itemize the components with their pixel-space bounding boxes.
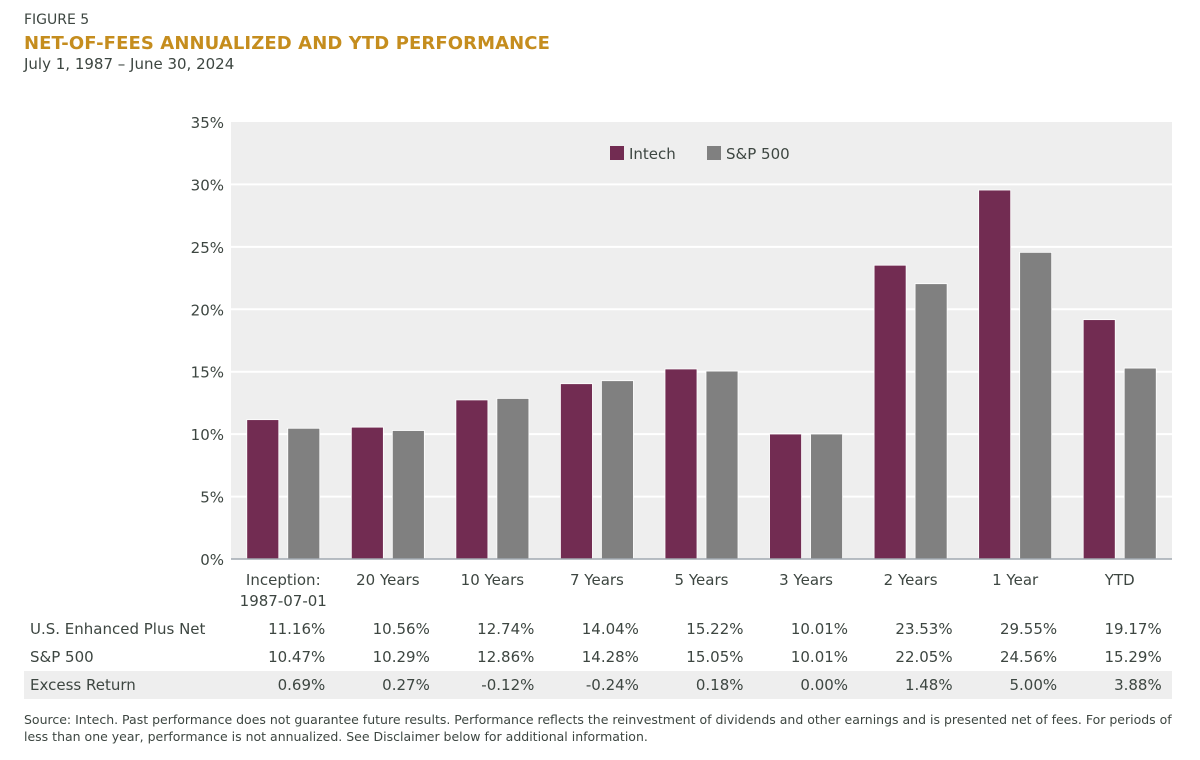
y-tick-label: 10% [191,426,224,444]
x-category-label: 1987-07-01 [240,592,327,610]
y-tick-label: 35% [191,114,224,132]
table-cell: 5.00% [1009,676,1058,694]
bar-sp500 [287,427,321,560]
bar-intech [246,419,280,560]
bar-intech [1082,319,1116,560]
table-row: U.S. Enhanced Plus Net 11.16% 10.56% 12.74%… [24,615,1172,643]
legend-swatch-intech [610,146,624,160]
x-category-label: 2 Years [884,571,938,589]
figure-label: FIGURE 5 [24,12,90,28]
bar-sp500 [810,433,843,560]
chart-title: NET-OF-FEES ANNUALIZED AND YTD PERFORMAN… [24,33,551,54]
y-tick-label: 15% [191,364,224,382]
y-axis-ticks: 0% 5% 10% 15% 20% 25% 30% 35% [191,114,224,569]
table-cell: 11.16% [268,620,326,638]
table-cell: 29.55% [999,620,1058,638]
footnote: Source: Intech. Past performance does no… [24,712,1172,744]
table-cell: -0.12% [481,676,535,694]
table-cell: 3.88% [1114,676,1162,694]
table-cell: 15.22% [686,620,744,638]
bar-chart: 0% 5% 10% 15% 20% 25% 30% 35% Inception: 1987-07… [191,114,1172,610]
row-label: S&P 500 [30,648,94,666]
plot-area [231,122,1172,559]
x-category-label: 3 Years [779,571,833,589]
bar-intech [978,189,1012,560]
table-row: Excess Return 0.69% 0.27% -0.12% -0.24% 0.18%… [24,671,1172,699]
table-cell: 1.48% [904,676,953,694]
legend-label-sp500: S&P 500 [726,145,790,163]
bar-intech [455,399,489,560]
table-cell: 0.18% [695,676,744,694]
bar-sp500 [914,283,948,560]
y-tick-label: 20% [191,301,224,319]
legend-label-intech: Intech [629,145,676,163]
table-cell: 23.53% [895,620,953,638]
table-cell: 22.05% [895,648,953,666]
bar-sp500 [391,430,425,560]
bar-sp500 [1123,367,1157,560]
table-cell: 19.17% [1104,620,1162,638]
bar-intech [664,368,698,560]
bar-intech [350,426,384,560]
table-cell: 0.00% [800,676,849,694]
table-cell: 14.04% [581,620,639,638]
x-category-label: Inception: [246,571,321,589]
y-tick-label: 0% [200,551,224,569]
x-category-label: 20 Years [356,571,420,589]
table-cell: 10.47% [268,648,326,666]
table-cell: 14.28% [581,648,639,666]
gridlines [231,183,1172,498]
bar-intech [873,264,907,560]
bars [246,189,1157,560]
y-tick-label: 25% [191,239,224,257]
table-cell: 15.29% [1104,648,1162,666]
table-cell: 0.69% [277,676,326,694]
bar-sp500 [496,398,530,560]
table-cell: 10.56% [372,620,430,638]
y-tick-label: 5% [200,489,224,507]
row-label: U.S. Enhanced Plus Net [30,620,206,638]
x-axis-labels: Inception: 1987-07-01 20 Years 10 Years 7 Ye… [240,571,1135,610]
legend-swatch-sp500 [707,146,721,160]
x-category-label: 1 Year [992,571,1039,589]
legend: Intech S&P 500 [610,145,790,163]
y-tick-label: 30% [191,176,224,194]
x-category-label: 7 Years [570,571,624,589]
x-category-label: YTD [1104,571,1135,589]
chart-subtitle: July 1, 1987 – June 30, 2024 [24,55,235,73]
table-cell: 10.29% [372,648,430,666]
table-cell: 10.01% [790,648,849,666]
row-label: Excess Return [30,676,136,694]
bar-intech [769,433,802,560]
x-category-label: 10 Years [461,571,525,589]
table-cell: 10.01% [790,620,849,638]
table-cell: 0.27% [382,676,430,694]
x-category-label: 5 Years [675,571,729,589]
bar-sp500 [1019,251,1053,560]
table-cell: 12.86% [477,648,535,666]
performance-table: U.S. Enhanced Plus Net 11.16% 10.56% 12.74%… [24,615,1172,699]
table-row: S&P 500 10.47% 10.29% 12.86% 14.28% 15.05% 10.… [24,643,1172,671]
table-cell: 24.56% [999,648,1058,666]
bar-intech [560,383,593,560]
bar-sp500 [705,370,739,560]
bar-sp500 [601,380,634,560]
table-cell: 15.05% [686,648,744,666]
table-cell: -0.24% [585,676,639,694]
table-cell: 12.74% [477,620,535,638]
